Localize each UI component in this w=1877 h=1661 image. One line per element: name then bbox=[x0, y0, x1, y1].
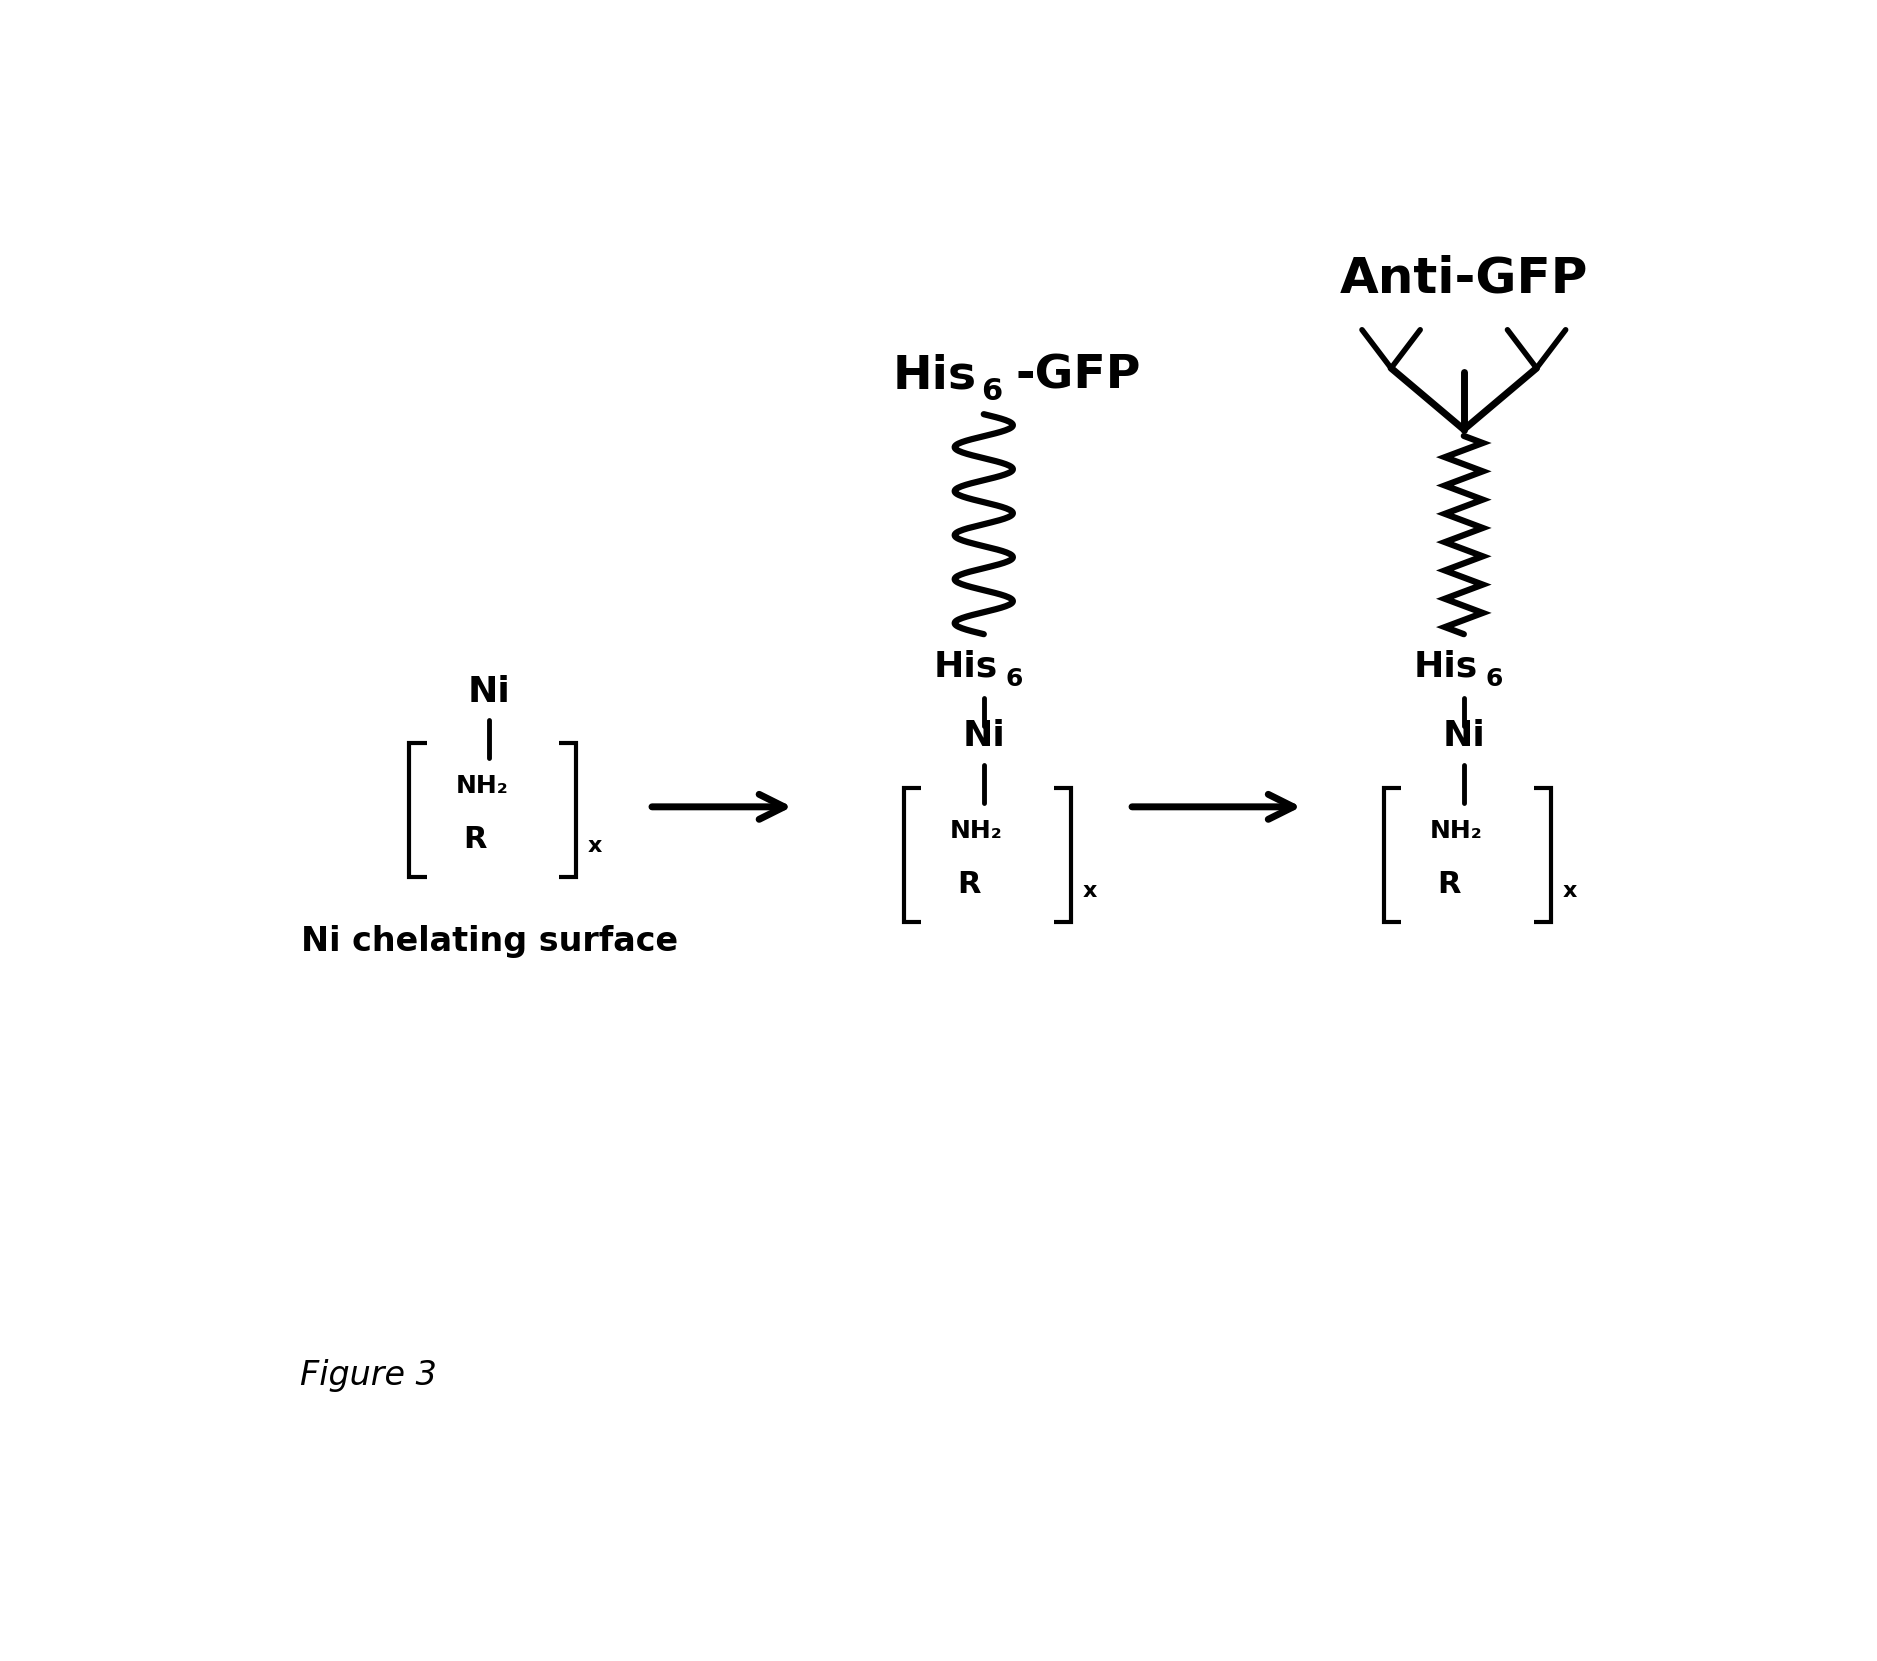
Text: 6: 6 bbox=[1006, 668, 1023, 691]
Text: 6: 6 bbox=[982, 377, 1002, 405]
Text: Ni: Ni bbox=[467, 674, 511, 709]
Text: x: x bbox=[1083, 880, 1096, 900]
Text: -GFP: -GFP bbox=[1015, 354, 1141, 399]
Text: His: His bbox=[1413, 649, 1479, 683]
Text: NH₂: NH₂ bbox=[950, 819, 1002, 842]
Text: His: His bbox=[935, 649, 999, 683]
Text: Ni: Ni bbox=[963, 719, 1006, 754]
Text: His: His bbox=[892, 354, 976, 399]
Text: Figure 3: Figure 3 bbox=[300, 1359, 437, 1392]
Text: Anti-GFP: Anti-GFP bbox=[1340, 254, 1588, 302]
Text: 6: 6 bbox=[1485, 668, 1503, 691]
Text: Ni chelating surface: Ni chelating surface bbox=[300, 925, 678, 958]
Text: R: R bbox=[957, 870, 982, 899]
Text: NH₂: NH₂ bbox=[1430, 819, 1483, 842]
Text: R: R bbox=[464, 826, 486, 854]
Text: x: x bbox=[1564, 880, 1577, 900]
Text: Ni: Ni bbox=[1442, 719, 1485, 754]
Text: NH₂: NH₂ bbox=[456, 774, 509, 797]
Text: R: R bbox=[1438, 870, 1460, 899]
Text: x: x bbox=[588, 835, 603, 855]
